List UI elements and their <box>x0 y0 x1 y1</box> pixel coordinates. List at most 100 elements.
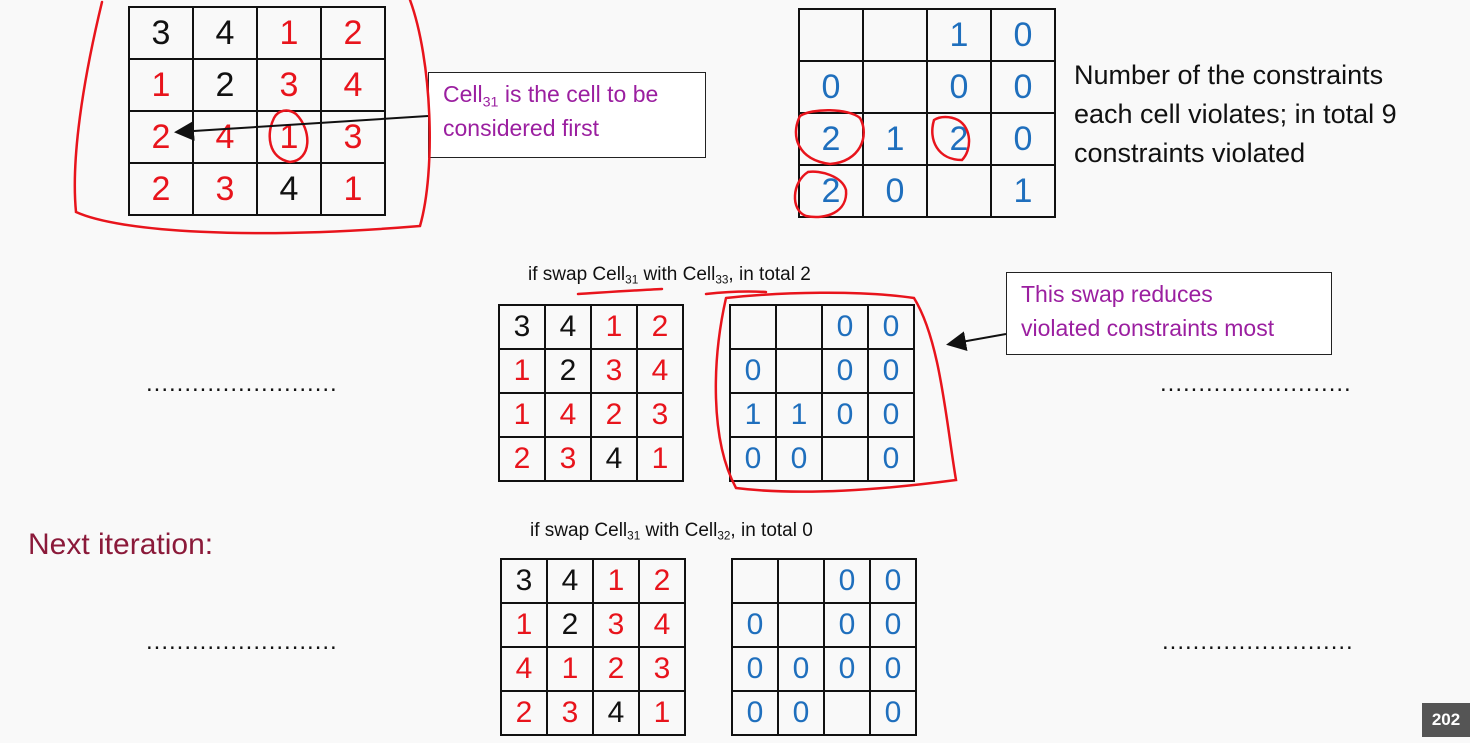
grid-cell: 0 <box>823 646 871 692</box>
note-cell-considered-first: Cell31 is the cell to be considered firs… <box>428 72 706 158</box>
grid-cell: 3 <box>192 162 258 216</box>
caption-bot-sub1: 31 <box>627 529 641 543</box>
grid-cell: 0 <box>798 60 864 114</box>
note-line1-rest: is the cell to be <box>498 81 659 107</box>
caption-bot-part-a: if swap Cell <box>530 520 628 541</box>
constraints-line3: constraints violated <box>1074 138 1306 168</box>
grid-cell: 4 <box>192 6 258 60</box>
grid-cell: 0 <box>869 602 917 648</box>
grid-cell: 3 <box>256 58 322 112</box>
constraints-line2: each cell violates; in total 9 <box>1074 99 1397 129</box>
grid-cell: 1 <box>590 304 638 350</box>
constraints-description: Number of the constraints each cell viol… <box>1074 56 1397 173</box>
caption-mid-sub1: 31 <box>625 273 639 287</box>
grid-cell <box>823 690 871 736</box>
grid-cell: 0 <box>867 348 915 394</box>
grid-cell: 1 <box>638 690 686 736</box>
ink-underline-31 <box>576 287 664 296</box>
caption-swap-31-32: if swap Cell31 with Cell32, in total 0 <box>530 520 813 542</box>
grid-cell: 2 <box>544 348 592 394</box>
grid-cell: 1 <box>592 558 640 604</box>
grid-cell: 3 <box>498 304 546 350</box>
grid-cell: 1 <box>256 6 322 60</box>
grid-cell: 0 <box>777 690 825 736</box>
grid-cell: 3 <box>546 690 594 736</box>
grid-cell: 2 <box>638 558 686 604</box>
grid-cell <box>731 558 779 604</box>
grid-cell: 1 <box>498 392 546 438</box>
grid-cell <box>775 348 823 394</box>
grid-cell: 4 <box>544 392 592 438</box>
grid-cell <box>821 436 869 482</box>
grid-cell: 0 <box>823 558 871 604</box>
grid-cell: 4 <box>638 602 686 648</box>
grid-cell: 0 <box>869 646 917 692</box>
grid-cell: 1 <box>990 164 1056 218</box>
grid-cell: 0 <box>867 304 915 350</box>
grid-cell: 0 <box>731 690 779 736</box>
grid-cell: 4 <box>592 690 640 736</box>
grid-cell: 1 <box>775 392 823 438</box>
grid-cell: 4 <box>590 436 638 482</box>
grid-cell: 0 <box>926 60 992 114</box>
grid-cell: 0 <box>729 348 777 394</box>
grid-cell: 0 <box>775 436 823 482</box>
caption-mid-part-c: , in total 2 <box>728 264 811 285</box>
note-swap-line2: violated constraints most <box>1021 315 1275 341</box>
grid-cell: 0 <box>990 8 1056 62</box>
grid-cell <box>775 304 823 350</box>
grid-cell: 0 <box>821 392 869 438</box>
grid-cell: 0 <box>869 690 917 736</box>
grid-cell: 2 <box>590 392 638 438</box>
grid-cell: 0 <box>823 602 871 648</box>
grid-cell: 2 <box>798 164 864 218</box>
grid-cell: 0 <box>862 164 928 218</box>
grid-cell: 1 <box>862 112 928 166</box>
note-cell-subscript: 31 <box>482 94 499 111</box>
grid-cell <box>926 164 992 218</box>
grid-cell: 4 <box>192 110 258 164</box>
caption-bot-part-b: with Cell <box>640 520 718 541</box>
note-cell-label: Cell <box>443 81 483 107</box>
grid-cell: 3 <box>636 392 684 438</box>
grid-cell: 2 <box>798 112 864 166</box>
grid-cell: 0 <box>869 558 917 604</box>
grid-cell: 1 <box>546 646 594 692</box>
grid-cell <box>862 60 928 114</box>
grid-cell: 2 <box>498 436 546 482</box>
caption-mid-sub2: 33 <box>715 273 729 287</box>
caption-bot-sub2: 32 <box>717 529 731 543</box>
grid-cell: 0 <box>729 436 777 482</box>
grid-cell: 1 <box>498 348 546 394</box>
next-iteration-label: Next iteration: <box>28 528 214 561</box>
grid-cell: 2 <box>926 112 992 166</box>
grid-cell: 4 <box>320 58 386 112</box>
grid-cell: 2 <box>128 110 194 164</box>
grid-cell: 3 <box>500 558 548 604</box>
caption-mid-part-b: with Cell <box>638 264 716 285</box>
ellipsis-mid-left: ......................... <box>146 370 338 397</box>
grid-cell: 0 <box>821 348 869 394</box>
grid-cell: 4 <box>546 558 594 604</box>
grid-cell: 3 <box>638 646 686 692</box>
